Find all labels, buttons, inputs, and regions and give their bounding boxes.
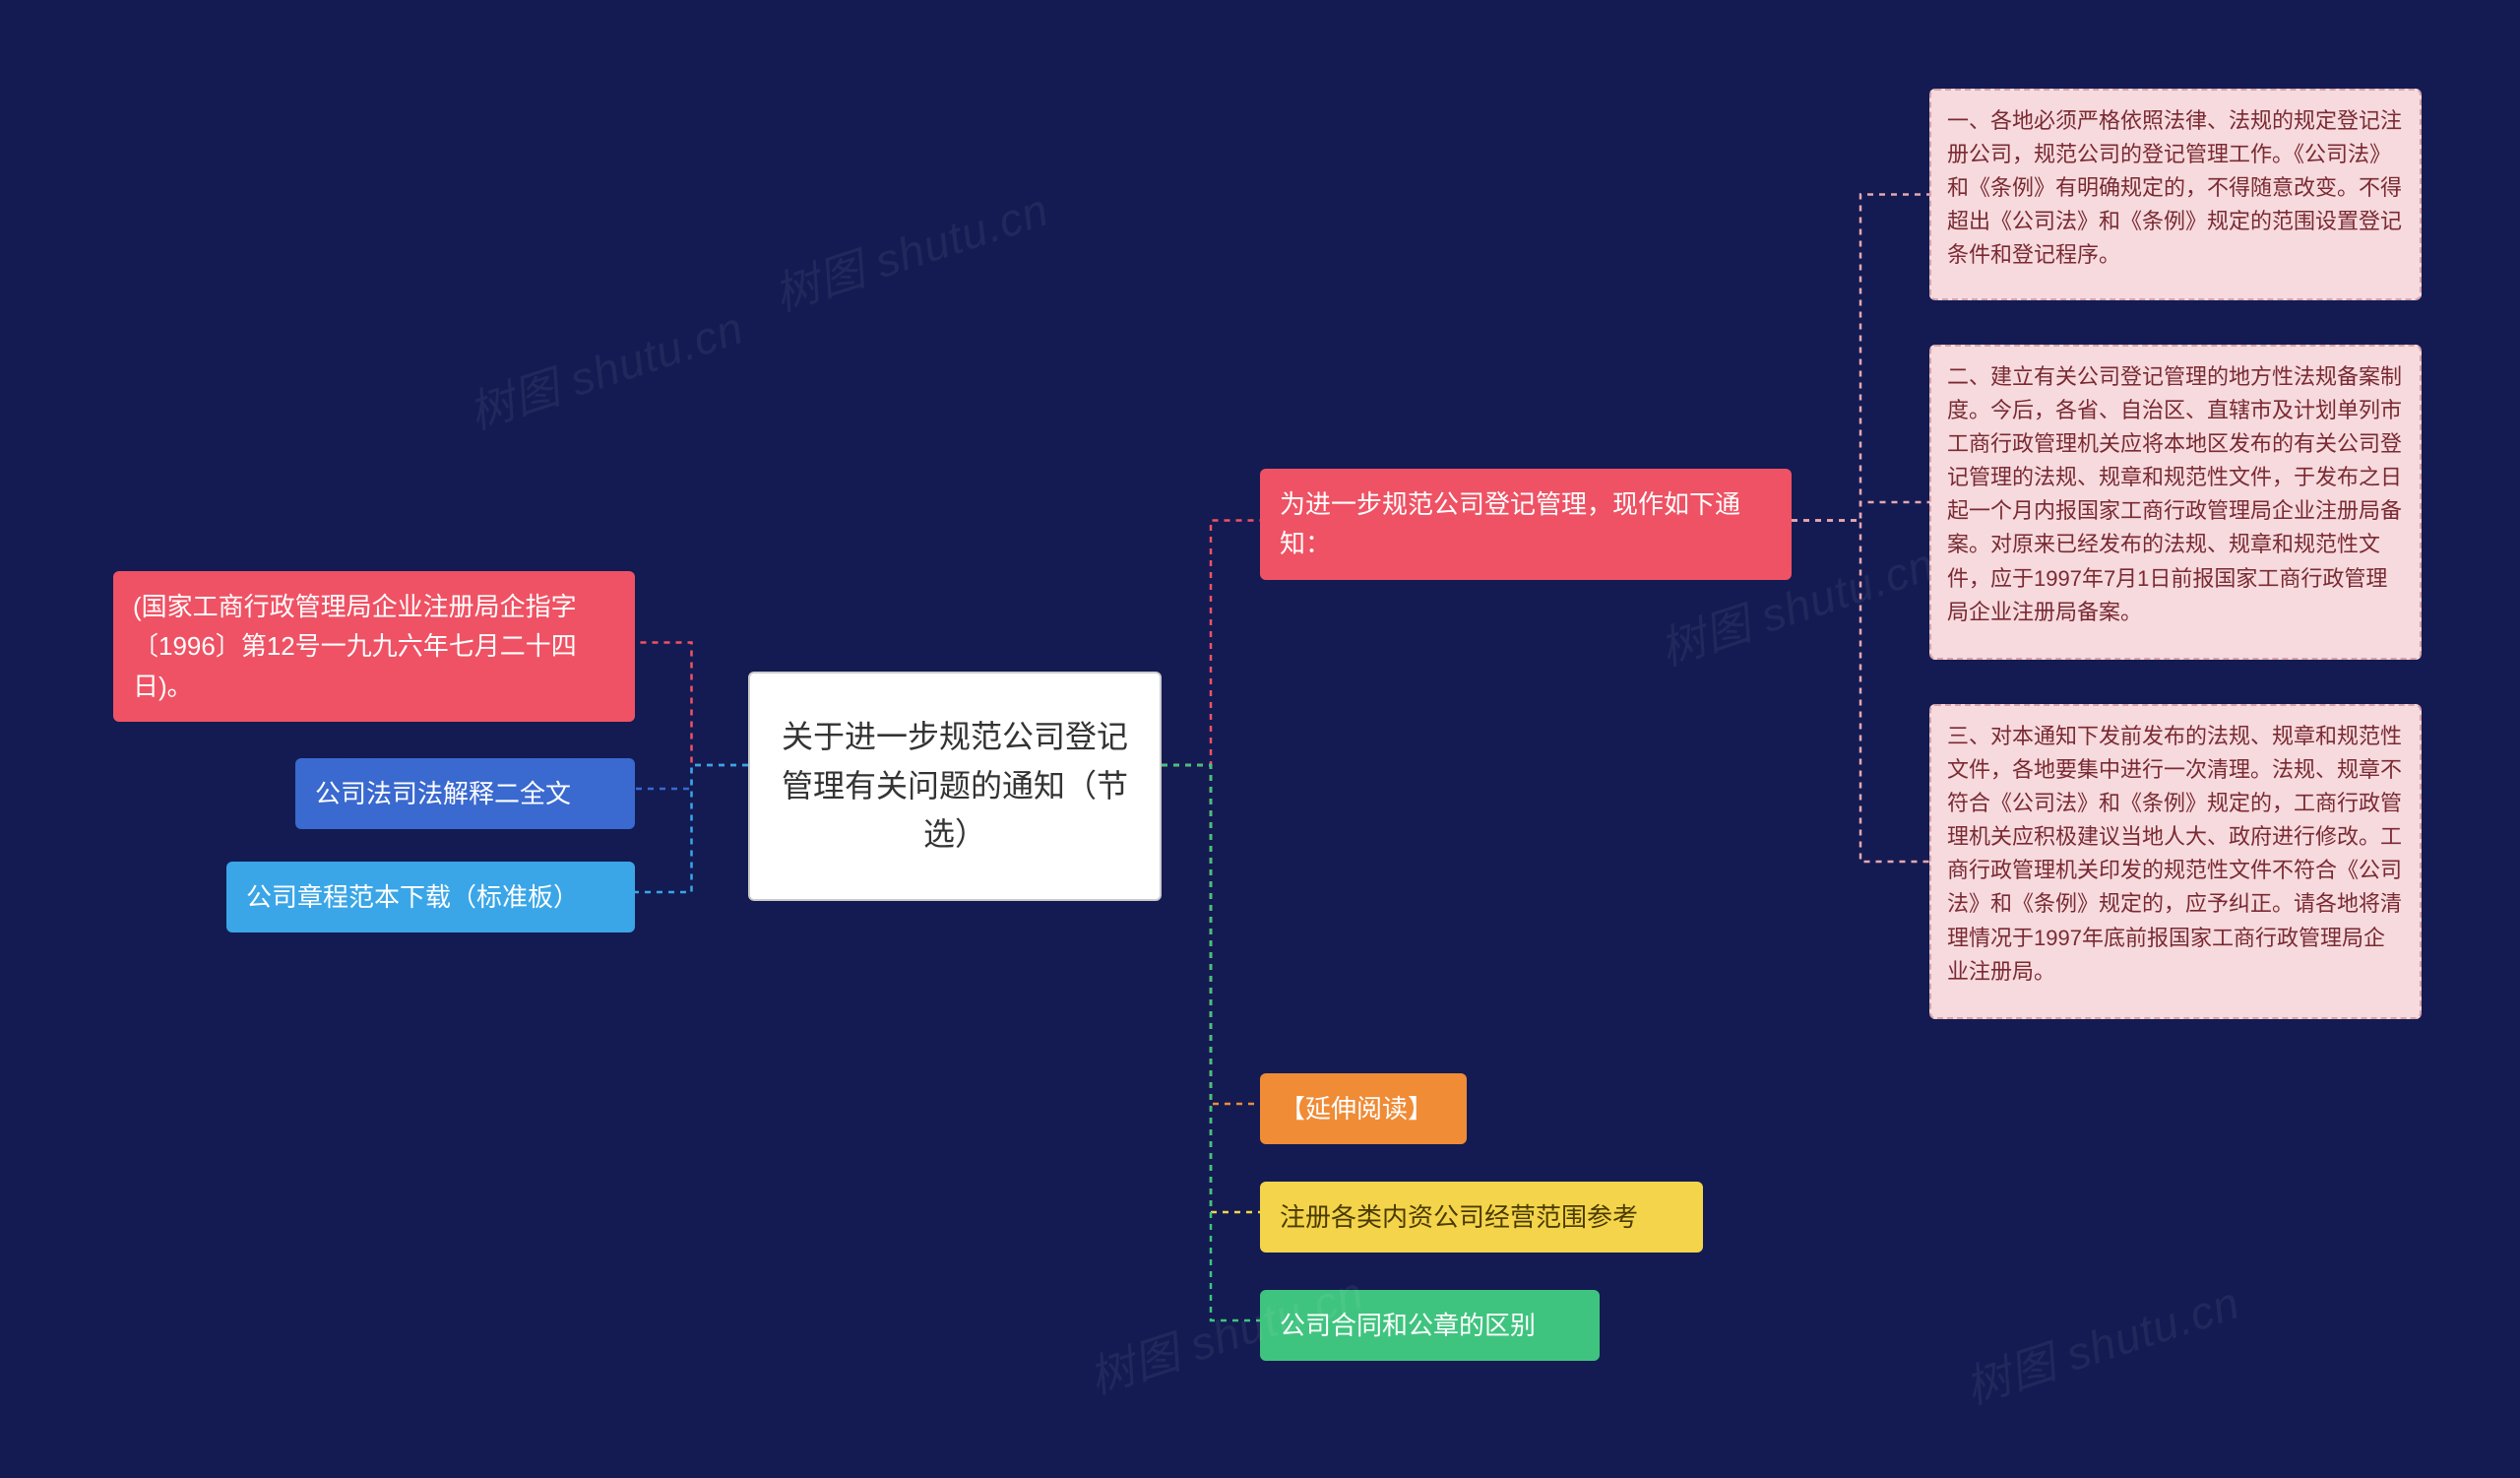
node-detail-2: 二、建立有关公司登记管理的地方性法规备案制度。今后，各省、自治区、直辖市及计划单… [1929, 345, 2422, 660]
watermark: 树图 shutu.cn [460, 292, 751, 442]
watermark: 树图 shutu.cn [765, 174, 1056, 324]
node-right-diff: 公司合同和公章的区别 [1260, 1290, 1600, 1361]
node-right-notice: 为进一步规范公司登记管理，现作如下通知： [1260, 469, 1792, 580]
center-node: 关于进一步规范公司登记管理有关问题的通知（节选） [748, 672, 1162, 901]
node-detail-3: 三、对本通知下发前发布的法规、规章和规范性文件，各地要集中进行一次清理。法规、规… [1929, 704, 2422, 1019]
watermark: 树图 shutu.cn [1956, 1267, 2247, 1417]
node-detail-1: 一、各地必须严格依照法律、法规的规定登记注册公司，规范公司的登记管理工作。《公司… [1929, 89, 2422, 300]
node-left-source: (国家工商行政管理局企业注册局企指字〔1996〕第12号一九九六年七月二十四日)… [113, 571, 635, 722]
node-right-scope: 注册各类内资公司经营范围参考 [1260, 1182, 1703, 1253]
node-right-extended: 【延伸阅读】 [1260, 1073, 1467, 1144]
node-left-interpret: 公司法司法解释二全文 [295, 758, 635, 829]
mindmap-canvas: { "background_color": "#131b52", "waterm… [0, 0, 2520, 1478]
node-left-articles: 公司章程范本下载（标准板） [226, 862, 635, 932]
